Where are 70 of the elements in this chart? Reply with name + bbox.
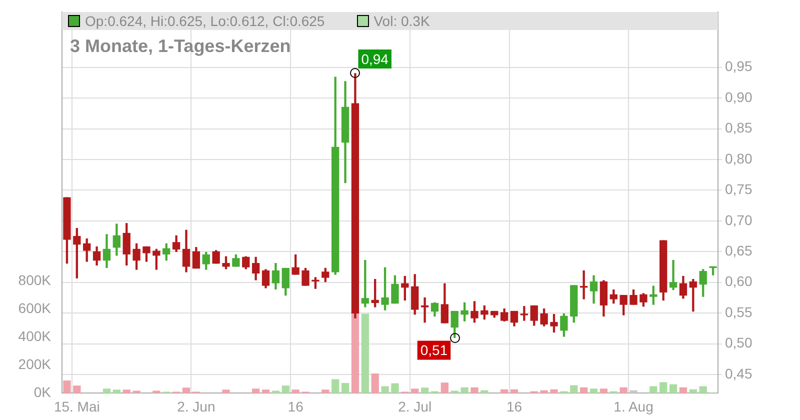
bar <box>689 389 697 393</box>
y-tick-label: 0,55 <box>725 304 752 320</box>
y-tick-label: 0,70 <box>725 212 752 228</box>
bar <box>420 388 429 393</box>
bar <box>669 384 678 393</box>
bar <box>282 386 290 393</box>
bar <box>440 382 448 393</box>
bar <box>510 389 518 393</box>
annotation: Vol: 0.3K <box>374 13 430 29</box>
y-tick-label: 0,80 <box>725 150 752 166</box>
bar <box>122 390 130 393</box>
bar <box>371 373 379 393</box>
bar <box>411 388 419 393</box>
y-tick-label: 0,50 <box>725 334 752 351</box>
x-tick-label: 16 <box>288 398 304 414</box>
x-tick-label: 16 <box>506 398 522 414</box>
annotation: 0,94 <box>361 50 389 67</box>
bar <box>480 390 488 393</box>
bar <box>650 386 658 393</box>
bar <box>630 390 638 393</box>
bar <box>500 389 508 393</box>
bar <box>580 387 588 393</box>
bar <box>540 390 548 393</box>
x-tick-label: 15. Mai <box>54 398 100 414</box>
y-tick-label: 0,95 <box>725 58 752 74</box>
bar <box>381 386 389 393</box>
text: 3 Monate, 1-Tages-Kerzen <box>70 36 291 57</box>
bar <box>570 385 578 393</box>
y2-tick-label: 0K <box>34 384 52 400</box>
bar <box>322 390 330 393</box>
y-tick-label: 0,60 <box>725 273 752 290</box>
bar <box>63 380 71 393</box>
bar <box>660 382 668 393</box>
bar <box>73 386 81 393</box>
candlestick <box>520 306 528 321</box>
y-tick-label: 0,85 <box>725 120 752 136</box>
y-tick-label: 0,75 <box>725 181 752 198</box>
bar <box>112 390 120 393</box>
bar <box>600 388 608 393</box>
x-tick-label: 1. Aug <box>614 398 654 414</box>
y2-tick-label: 400K <box>18 328 52 344</box>
x-tick-label: 2. Jul <box>398 398 432 414</box>
y2-tick-label: 800K <box>18 272 52 288</box>
bar <box>341 383 350 393</box>
bar <box>470 387 478 393</box>
candlestick <box>420 297 429 323</box>
bar <box>620 387 628 393</box>
bar <box>102 388 111 393</box>
bar <box>391 383 399 393</box>
y-tick-label: 0,45 <box>725 365 752 382</box>
annotation: Op:0.624, Hi:0.625, Lo:0.612, Cl:0.625 <box>85 13 325 29</box>
bar <box>292 390 300 393</box>
x-tick-label: 2. Jun <box>177 398 216 414</box>
bar <box>361 314 369 393</box>
annotation: 0,51 <box>420 342 448 358</box>
y2-tick-label: 200K <box>18 356 52 372</box>
y-tick-label: 0,65 <box>725 242 752 259</box>
bar <box>460 387 468 393</box>
bar <box>590 388 598 393</box>
bar <box>182 388 190 393</box>
bar <box>262 390 270 393</box>
bar <box>252 388 260 393</box>
bar <box>332 379 340 393</box>
bar <box>679 387 688 393</box>
bar <box>550 389 558 393</box>
bar <box>699 386 707 393</box>
y2-tick-label: 600K <box>18 300 52 316</box>
candlestick <box>669 260 678 290</box>
y-tick-label: 0,90 <box>725 88 752 105</box>
bar <box>222 390 230 393</box>
